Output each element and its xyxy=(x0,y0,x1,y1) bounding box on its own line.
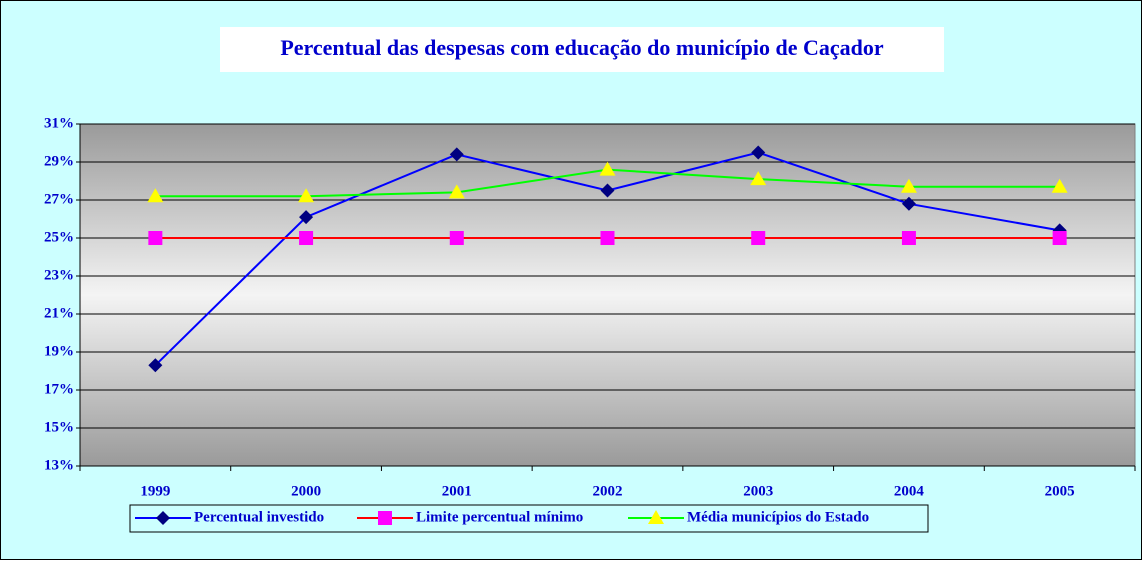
marker xyxy=(156,511,170,525)
y-tick-label: 27% xyxy=(44,191,74,207)
marker xyxy=(449,147,464,162)
y-tick-label: 25% xyxy=(44,229,74,245)
y-tick-label: 17% xyxy=(44,381,74,397)
y-tick-label: 29% xyxy=(44,153,74,169)
x-tick-label: 2000 xyxy=(291,483,321,499)
y-tick-label: 13% xyxy=(44,457,74,473)
marker xyxy=(378,511,392,525)
marker xyxy=(901,231,916,245)
marker xyxy=(148,358,163,373)
x-tick-label: 2004 xyxy=(894,483,925,499)
marker xyxy=(751,231,766,245)
y-tick-label: 23% xyxy=(44,267,74,283)
marker xyxy=(298,188,315,203)
marker xyxy=(599,161,616,176)
marker xyxy=(299,231,314,245)
marker xyxy=(299,210,314,225)
marker xyxy=(900,178,917,193)
legend-box xyxy=(129,504,929,533)
x-tick-label: 2001 xyxy=(442,483,472,499)
y-tick-label: 31% xyxy=(44,115,74,131)
title-box xyxy=(220,27,944,72)
marker xyxy=(449,231,464,245)
y-tick-label: 15% xyxy=(44,419,74,435)
y-tick-label: 21% xyxy=(44,305,74,321)
legend-label: Média municípios do Estado xyxy=(687,509,869,525)
x-tick-label: 1999 xyxy=(140,483,170,499)
x-tick-label: 2005 xyxy=(1045,483,1075,499)
x-tick-label: 2002 xyxy=(593,483,623,499)
marker xyxy=(751,145,766,160)
marker xyxy=(648,510,664,524)
marker xyxy=(148,231,163,245)
marker xyxy=(448,184,465,199)
x-tick-label: 2003 xyxy=(743,483,773,499)
marker xyxy=(600,231,615,245)
legend-label: Percentual investido xyxy=(194,509,324,525)
marker xyxy=(1051,178,1068,193)
marker xyxy=(901,196,916,211)
marker xyxy=(147,188,164,203)
y-tick-label: 19% xyxy=(44,343,74,359)
chart-title: Percentual das despesas com educação do … xyxy=(280,35,884,60)
legend-label: Limite percentual mínimo xyxy=(416,509,583,525)
marker xyxy=(600,183,615,198)
marker xyxy=(1052,231,1067,245)
marker xyxy=(750,171,767,186)
